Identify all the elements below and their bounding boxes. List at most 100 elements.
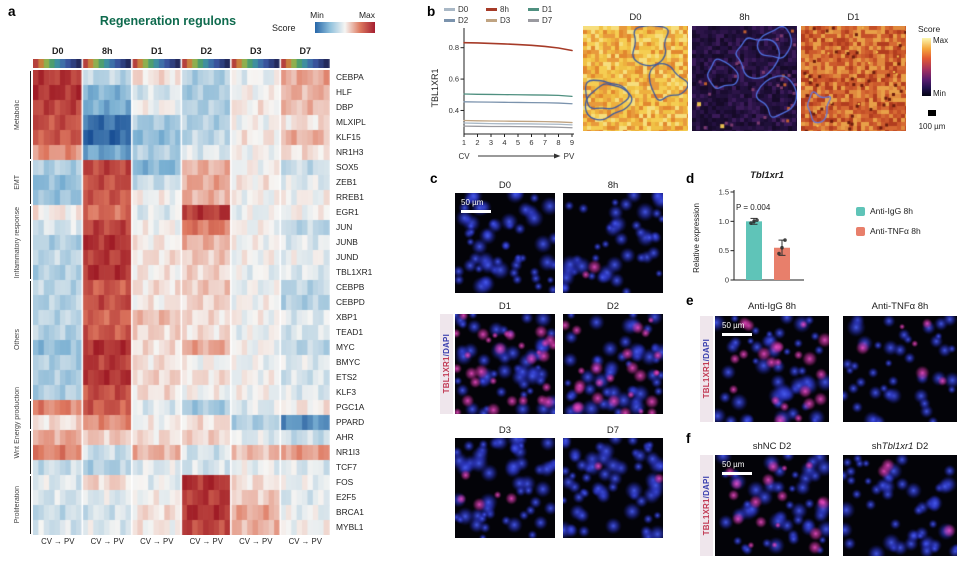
line-chart-legend: D0 8h D1 D2 D3 D7 [444, 5, 568, 25]
side-label-stain: /DAPI [702, 475, 711, 499]
title-part: D2 [913, 441, 929, 452]
legend-item-Anti-TNFα 8h: Anti-TNFα 8h [856, 226, 921, 236]
x-axis-label-8h: CV → PV [90, 537, 124, 546]
x-axis-label-D1: CV → PV [140, 537, 174, 546]
bar-chart-title: Tbl1xr1 [750, 170, 784, 181]
gene-label-CEBPA: CEBPA [336, 72, 364, 82]
gene-label-XBP1: XBP1 [336, 312, 358, 322]
gene-label-E2F5: E2F5 [336, 492, 357, 502]
scalebar-50um-f-label: 50 µm [722, 460, 745, 469]
gene-label-BRCA1: BRCA1 [336, 507, 364, 517]
heatmap-col-header-D0: D0 [51, 46, 64, 56]
row-group-label: Wnt [14, 446, 21, 459]
spatial-colorbar-gradient [922, 38, 931, 96]
legend-item-Anti-IgG 8h: Anti-IgG 8h [856, 206, 921, 216]
legend-label: Anti-IgG 8h [870, 206, 913, 216]
scalebar-50um-c-bar [461, 210, 491, 213]
score-colorbar-label: Score [272, 23, 296, 33]
scalebar-50um-e-label: 50 µm [722, 321, 745, 330]
if-image-shnc [715, 455, 829, 556]
gene-label-KLF3: KLF3 [336, 387, 357, 397]
score-colorbar-max: Max [358, 10, 376, 20]
series-D7 [463, 125, 573, 129]
gene-label-EGR1: EGR1 [336, 207, 359, 217]
scalebar-100um-label: 100 µm [918, 122, 946, 131]
panel-e-letter: e [686, 293, 694, 308]
y-tick-label: 0.6 [449, 75, 459, 84]
legend-swatch [528, 8, 539, 11]
gene-label-NR1H3: NR1H3 [336, 147, 364, 157]
if-image-title-anti-tnfa: Anti-TNFα 8h [871, 301, 929, 312]
legend-label: D7 [542, 16, 553, 25]
if-image-title-shtbl1xr1: shTbl1xr1 D2 [843, 441, 957, 452]
legend-label: D3 [500, 16, 511, 25]
gene-label-MYBL1: MYBL1 [336, 522, 364, 532]
tbl1xr1-bar-chart: 0 0.5 1.0 1.5 P = 0.004 Relative expression [692, 188, 804, 285]
p-value: P = 0.004 [736, 203, 771, 212]
if-image-title-d3: D3 [498, 425, 512, 436]
series-D1 [463, 93, 573, 97]
spatial-colorbar-label: Score [918, 24, 941, 34]
y-tick-label: 0.8 [449, 43, 459, 52]
panel-a-letter: a [8, 4, 16, 19]
data-point [777, 251, 781, 256]
gene-label-JUND: JUND [336, 252, 359, 262]
legend-item-D0: D0 [444, 5, 484, 14]
gene-label-BMYC: BMYC [336, 357, 361, 367]
y-axis-label: TBL1XR1 [430, 68, 440, 107]
gene-label-SOX5: SOX5 [336, 162, 359, 172]
side-label-gene: TBL1XR1 [702, 361, 711, 399]
if-image-title-shnc: shNC D2 [715, 441, 829, 452]
gene-label-JUN: JUN [336, 222, 353, 232]
title-part: sh [871, 441, 882, 452]
x-tick-label: 3 [489, 138, 493, 147]
data-point [749, 221, 753, 225]
tbl1xr1-dapi-label-e: TBL1XR1/DAPI [700, 316, 713, 422]
if-image-8h [563, 193, 663, 293]
if-image-title-d1: D1 [498, 301, 512, 312]
legend-swatch [444, 8, 455, 11]
panel-c-letter: c [430, 171, 438, 186]
row-group-inflammatory-response: Inflammatory response [5, 206, 31, 279]
legend-swatch [856, 226, 865, 236]
bar-chart-legend: Anti-IgG 8h Anti-TNFα 8h [856, 206, 921, 246]
gene-label-AHR: AHR [336, 432, 354, 442]
x-tick-label: 5 [516, 138, 520, 147]
if-image-anti-tnfa [843, 316, 957, 422]
y-tick-label: 0.4 [449, 106, 459, 115]
gene-label-HLF: HLF [336, 87, 352, 97]
gene-label-DBP: DBP [336, 102, 354, 112]
legend-label: D2 [458, 16, 469, 25]
if-image-d1 [455, 314, 555, 414]
row-group-label: EMT [14, 175, 21, 190]
spatial-colorbar-max: Max [933, 36, 949, 45]
panel-a-title: Regeneration regulons [99, 14, 237, 28]
x-tick-label: 9 [570, 138, 574, 147]
scalebar-50um-e: 50 µm [722, 322, 752, 336]
y-tick-label: 1.0 [719, 217, 729, 226]
if-image-title-d0: D0 [498, 180, 512, 191]
tbl1xr1-dapi-label-f: TBL1XR1/DAPI [700, 455, 713, 556]
heatmap-col-header-8h: 8h [101, 46, 113, 56]
row-group-label: Metabolic [14, 100, 21, 130]
side-label-stain: /DAPI [442, 334, 451, 357]
scalebar-50um-c: 50 µm [461, 199, 491, 213]
if-image-title-anti-igg: Anti-IgG 8h [747, 301, 797, 312]
panel-f-letter: f [686, 431, 691, 446]
legend-item-8h: 8h [486, 5, 526, 14]
heatmap-col-header-D7: D7 [299, 46, 311, 56]
heatmap-zone-annotation-strip [33, 59, 330, 68]
spatial-heatmap-8h [692, 26, 797, 131]
gene-label-ZEB1: ZEB1 [336, 177, 357, 187]
data-point [752, 219, 756, 224]
title-part: Tbl1xr1 [881, 441, 914, 452]
gene-label-TCF7: TCF7 [336, 462, 357, 472]
score-colorbar-gradient [315, 22, 375, 33]
gene-label-MYC: MYC [336, 342, 355, 352]
x-axis-label-D0: CV → PV [41, 537, 75, 546]
y-tick-label: 0.5 [719, 246, 729, 255]
series-D2 [463, 101, 573, 105]
y-tick-label: 1.5 [719, 188, 729, 197]
if-image-d3 [455, 438, 555, 538]
